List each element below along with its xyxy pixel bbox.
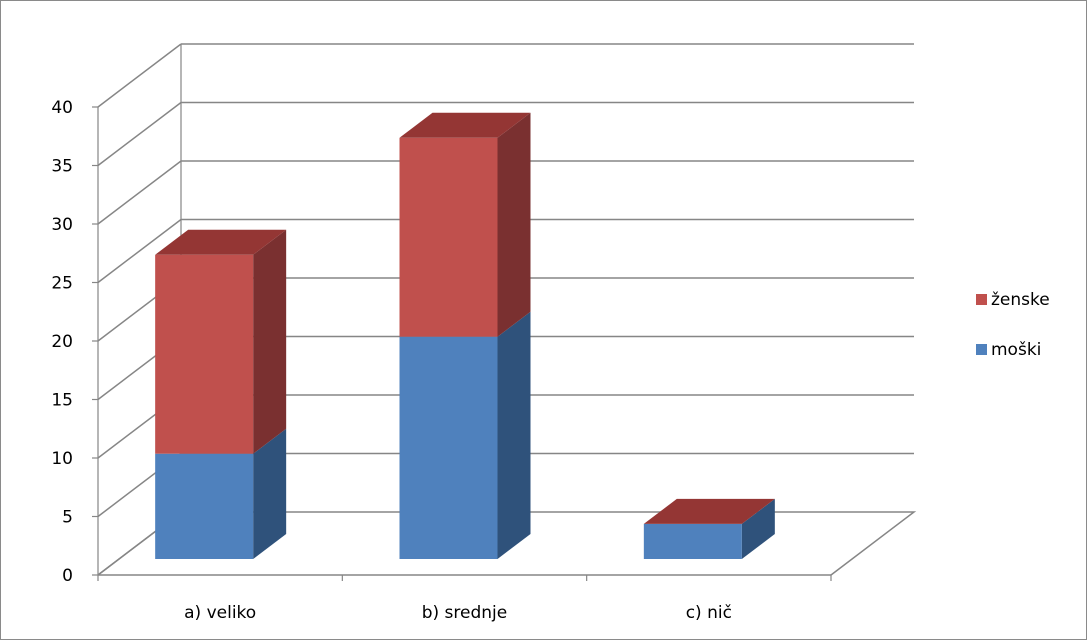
y-tick-label: 35 <box>51 157 73 177</box>
y-tick-labels: 0 5 10 15 20 25 30 35 40 <box>51 98 73 586</box>
floor-outline <box>97 511 917 576</box>
legend-swatch-moški <box>976 344 987 355</box>
bar-moški <box>643 523 742 559</box>
y-tick-label: 15 <box>51 391 73 411</box>
x-tick-label: c) nič <box>686 603 732 623</box>
side-gridline <box>97 101 182 167</box>
y-tick-label: 25 <box>51 274 73 294</box>
y-tick-label: 30 <box>51 215 73 235</box>
side-gridline <box>97 43 182 108</box>
bar-ženske <box>399 137 498 337</box>
bar-side-ženske <box>253 229 287 454</box>
bar-top <box>643 498 775 524</box>
legend-swatch-ženske <box>976 294 987 305</box>
bar-side-ženske <box>497 112 531 337</box>
y-tick-label: 40 <box>51 98 73 118</box>
y-tick-label: 10 <box>51 449 73 469</box>
bar-ženske <box>155 254 254 454</box>
legend-label-ženske: ženske <box>991 290 1050 310</box>
legend-label-moški: moški <box>991 340 1041 360</box>
bars <box>155 112 775 559</box>
bar-side-moški <box>741 498 775 559</box>
bar-side-moški <box>497 311 531 559</box>
axes <box>92 106 917 581</box>
side-gridline <box>97 160 182 225</box>
y-tick-label: 5 <box>62 508 73 528</box>
bar-top <box>155 229 287 255</box>
gridlines <box>97 43 914 576</box>
y-tick-label: 20 <box>51 332 73 352</box>
bar-moški <box>155 453 254 559</box>
bar-side-moški <box>253 428 287 559</box>
x-tick-label: b) srednje <box>422 603 508 623</box>
bar-top <box>399 112 531 138</box>
legend: ženske moški <box>976 290 1050 360</box>
x-tick-label: a) veliko <box>184 603 256 623</box>
bar-moški <box>399 336 498 559</box>
side-gridline <box>97 218 182 284</box>
y-tick-label: 0 <box>62 566 73 586</box>
x-tick-labels: a) veliko b) srednje c) nič <box>184 603 732 623</box>
